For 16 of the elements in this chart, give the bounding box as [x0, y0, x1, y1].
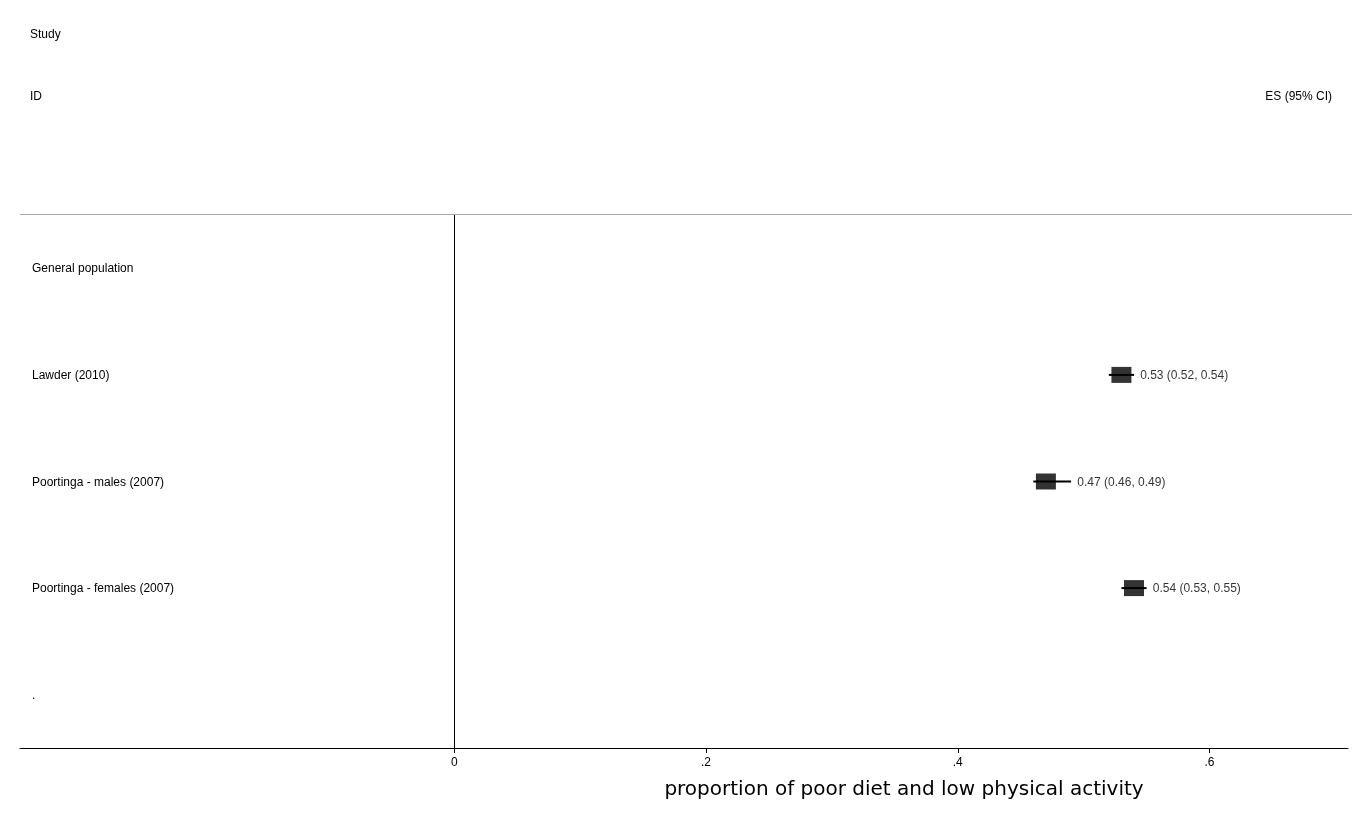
- y-tick-label: General population: [32, 261, 134, 276]
- text: ES (95% CI): [1265, 89, 1332, 103]
- y-tick-label: Lawder (2010): [32, 367, 110, 382]
- data-label: 0.47 (0.46, 0.49): [1077, 474, 1166, 489]
- data-label: 0.53 (0.52, 0.54): [1140, 367, 1229, 382]
- x-tick-label: 0: [450, 755, 458, 769]
- text: Study: [30, 27, 61, 41]
- x-tick-label: .4: [952, 755, 964, 769]
- text: ID: [30, 89, 43, 103]
- y-tick-label: Poortinga - males (2007): [32, 474, 165, 489]
- x-axis-title: proportion of poor diet and low physical activity: [664, 776, 1144, 800]
- y-tick-label: Poortinga - females (2007): [32, 581, 175, 596]
- data-label: 0.54 (0.53, 0.55): [1152, 581, 1241, 596]
- y-tick-label: .: [32, 687, 36, 702]
- x-tick-label: .6: [1204, 755, 1215, 769]
- x-tick-label: .2: [701, 755, 712, 769]
